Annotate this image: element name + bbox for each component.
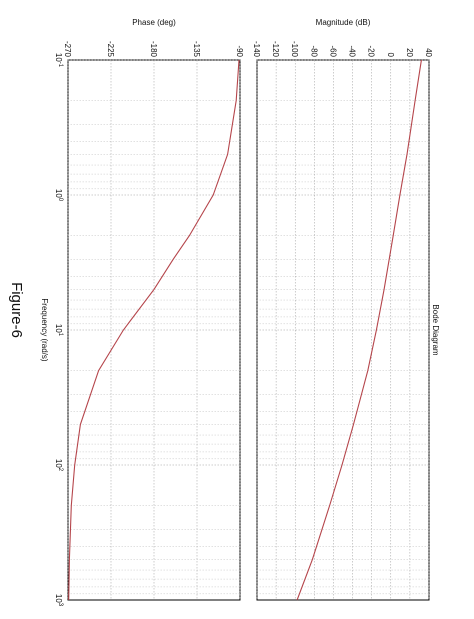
magnitude-grid xyxy=(256,59,430,600)
y-tick-label: -120 xyxy=(271,41,280,58)
y-tick-label: -140 xyxy=(252,41,261,58)
chart-title: Bode Diagram xyxy=(431,304,440,355)
phase-tick-labels: -270 -225 -180 -135 -90 xyxy=(63,41,244,58)
phase-series-line xyxy=(68,59,240,601)
y-tick-label: -135 xyxy=(192,41,201,58)
x-tick-label: 100 xyxy=(54,189,63,202)
y-tick-label: -225 xyxy=(106,41,115,58)
magnitude-tick-labels: -140 -120 -100 -80 -60 -40 -20 0 20 40 xyxy=(252,41,433,58)
magnitude-ylabel: Magnitude (dB) xyxy=(316,18,371,27)
y-tick-label: -270 xyxy=(63,41,72,58)
y-tick-label: -20 xyxy=(367,45,376,57)
x-tick-label: 102 xyxy=(54,459,63,472)
phase-grid xyxy=(67,59,241,600)
figure-caption: Figure-6 xyxy=(8,282,25,338)
y-tick-label: -180 xyxy=(149,41,158,58)
y-tick-label: -40 xyxy=(348,45,357,57)
y-tick-label: -80 xyxy=(309,45,318,57)
y-tick-label: 20 xyxy=(405,48,414,57)
x-tick-label: 103 xyxy=(54,594,63,607)
phase-ylabel: Phase (deg) xyxy=(132,18,176,27)
magnitude-series-line xyxy=(296,59,422,601)
y-tick-label: -100 xyxy=(290,41,299,58)
x-tick-label: 10-1 xyxy=(54,53,63,68)
x-tick-label: 101 xyxy=(54,324,63,337)
frequency-axis-label: Frequency (rad/s) xyxy=(40,298,49,361)
y-tick-label: 0 xyxy=(386,53,395,58)
y-tick-label: -60 xyxy=(328,45,337,57)
magnitude-axes-frame xyxy=(256,59,430,601)
rotated-plot-area: -140 -120 -100 -80 -60 -40 -20 0 20 40 Magnitude … xyxy=(8,18,440,607)
y-tick-label: 40 xyxy=(424,48,433,57)
y-tick-label: -90 xyxy=(235,45,244,57)
frequency-tick-labels: 10-1 100 101 102 103 xyxy=(54,53,63,607)
